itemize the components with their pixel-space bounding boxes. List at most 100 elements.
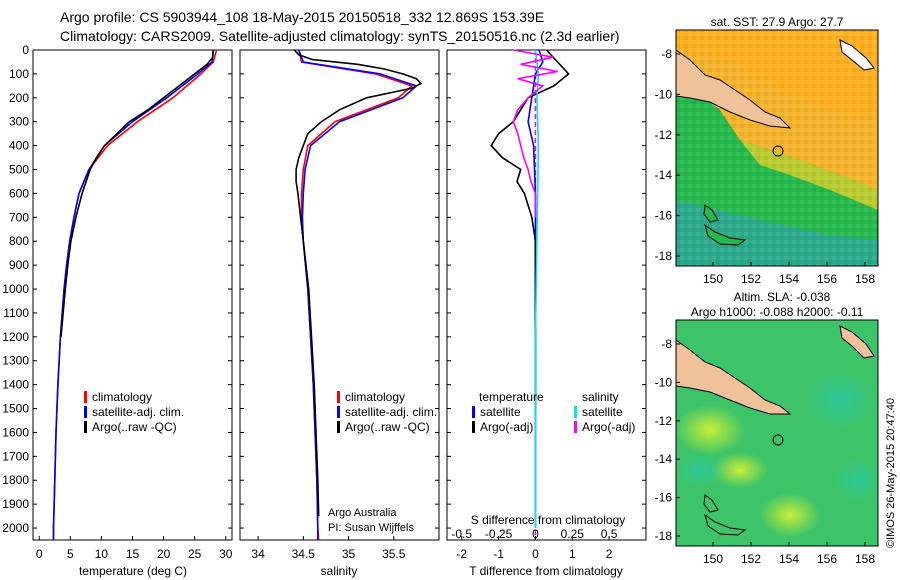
- legend-swatch-satellite: [337, 406, 340, 418]
- sla-label-line2: Argo h1000: -0.088 h2000: -0.11: [691, 305, 864, 319]
- land-reef: [703, 494, 719, 513]
- depth-tick-label: 800: [9, 234, 29, 248]
- annotation-line: Argo Australia: [328, 507, 397, 519]
- s-difference-axis-label: S difference from climatology: [471, 513, 626, 527]
- x-tick-label-top: 0.25: [561, 527, 585, 541]
- depth-tick-label: 1400: [2, 378, 29, 392]
- sst-label: sat. SST: 27.9 Argo: 27.7: [711, 15, 844, 29]
- x-tick-label: 1: [569, 547, 576, 561]
- map-x-tick-label: 150: [703, 552, 723, 566]
- credit-text: ©IMOS 26-May-2015 20:47:40: [885, 398, 897, 548]
- series-line-climatology: [52, 49, 218, 540]
- x-tick-label: 35: [342, 547, 356, 561]
- salinity-axis-label: salinity: [321, 564, 358, 578]
- x-tick-label-top: 0: [532, 527, 539, 541]
- legend-swatch-argo: [337, 421, 340, 433]
- legend-label: satellite-adj. clim.: [92, 405, 184, 419]
- temperature-legend: climatology satellite-adj. clim. Argo(..…: [84, 390, 184, 434]
- depth-tick-label: 700: [9, 210, 29, 224]
- x-tick-label: 5: [67, 547, 74, 561]
- sla-high-anomaly: [712, 452, 768, 488]
- legend-swatch-satellite: [84, 406, 87, 418]
- depth-tick-label: 1900: [2, 497, 29, 511]
- x-tick-label-top: -0.25: [485, 527, 513, 541]
- argo-location-marker: [772, 145, 784, 157]
- legend-swatch-s-satellite: [574, 406, 577, 418]
- x-tick-label: 20: [157, 547, 171, 561]
- land-island: [839, 325, 875, 359]
- land-new-guinea: [676, 339, 792, 415]
- map-y-tick-label: -18: [655, 249, 673, 263]
- title-line-1: Argo profile: CS 5903944_108 18-May-2015…: [60, 9, 544, 25]
- x-tick-label: 34: [251, 547, 265, 561]
- sla-high-anomaly: [760, 493, 820, 537]
- map-y-tick-label: -16: [655, 491, 673, 505]
- map-x-tick-label: 150: [703, 272, 723, 286]
- land-island: [839, 39, 875, 71]
- map-x-tick-label: 154: [779, 552, 799, 566]
- map-y-tick-label: -10: [655, 87, 673, 101]
- depth-tick-label: 1500: [2, 402, 29, 416]
- legend-label: satellite: [582, 405, 623, 419]
- map-y-tick-label: -12: [655, 414, 673, 428]
- series-line-argo-raw-qc-: [293, 49, 423, 517]
- depth-tick-label: 500: [9, 163, 29, 177]
- legend-label: climatology: [92, 390, 152, 404]
- map-y-tick-label: -10: [655, 375, 673, 389]
- legend-swatch-climatology: [337, 391, 340, 403]
- difference-legend: temperature satellite Argo(-adj) salinit…: [471, 390, 636, 527]
- depth-tick-label: 1100: [3, 306, 29, 320]
- map-y-tick-label: -12: [655, 128, 673, 142]
- depth-tick-label: 0: [22, 43, 29, 57]
- depth-tick-label: 1000: [2, 282, 29, 296]
- temperature-plot: 0 5 10 15 20 25 30: [36, 49, 233, 561]
- x-tick-label: 35.5: [382, 547, 406, 561]
- map-x-tick-label: 152: [741, 272, 761, 286]
- legend-swatch-climatology: [84, 391, 87, 403]
- map-x-tick-label: 154: [779, 272, 799, 286]
- depth-tick-label: 1600: [2, 425, 29, 439]
- legend-label: satellite: [480, 405, 521, 419]
- series-line-salinity-argo(-adj): [512, 49, 558, 218]
- depth-tick-label: 1800: [2, 473, 29, 487]
- land-reef: [704, 513, 747, 536]
- x-tick-label: 0: [532, 547, 539, 561]
- map-y-tick-label: -8: [661, 47, 672, 61]
- series-line-satellite-adj-clim-: [298, 49, 418, 540]
- sla-map-frame: [675, 319, 879, 547]
- legend-swatch-t-argo: [472, 421, 475, 433]
- salinity-legend: climatology satellite-adj. clim. Argo(..…: [328, 390, 437, 534]
- series-line-satellite-adj-clim-: [52, 49, 215, 540]
- legend-label: Argo(-adj): [480, 420, 533, 434]
- depth-tick-label: 100: [9, 67, 29, 81]
- map-y-tick-label: -14: [655, 168, 673, 182]
- map-y-tick-label: -8: [661, 337, 672, 351]
- map-x-tick-label: 156: [817, 552, 837, 566]
- depth-tick-label: 2000: [2, 521, 29, 535]
- annotation-line: PI: Susan Wijffels: [328, 522, 414, 534]
- legend-swatch-s-argo: [574, 421, 577, 433]
- title-line-2: Climatology: CARS2009. Satellite-adjuste…: [60, 28, 620, 44]
- legend-swatch-t-satellite: [472, 406, 475, 418]
- land-new-guinea: [676, 49, 792, 129]
- sla-map-ticks: -8 -10 -12 -14 -16 -18 150 152 154 156 158: [655, 337, 876, 566]
- argo-location-marker: [772, 434, 784, 446]
- legend-label: Argo(..raw -QC): [345, 420, 430, 434]
- map-x-tick-label: 156: [817, 272, 837, 286]
- x-tick-label-top: 0.5: [601, 527, 618, 541]
- legend-label: climatology: [345, 390, 405, 404]
- sst-pixel-texture: [676, 30, 878, 266]
- depth-axis: 0 100 200 300 400 500 600 700 800 900 1000 1100 1200…: [2, 43, 646, 535]
- legend-header-temperature: temperature: [479, 390, 544, 404]
- map-x-tick-label: 152: [741, 552, 761, 566]
- x-tick-label: -1: [493, 547, 504, 561]
- sla-low-anomaly: [834, 458, 878, 502]
- depth-tick-label: 900: [9, 258, 29, 272]
- depth-tick-label: 400: [9, 139, 29, 153]
- legend-label: satellite-adj. clim.: [345, 405, 437, 419]
- sst-map: sat. SST: 27.9 Argo: 27.7 -8 -10 -12 -14 -16…: [655, 15, 879, 286]
- sla-low-anomaly: [805, 370, 875, 430]
- x-tick-label: 34.5: [292, 547, 316, 561]
- map-x-tick-label: 158: [855, 552, 875, 566]
